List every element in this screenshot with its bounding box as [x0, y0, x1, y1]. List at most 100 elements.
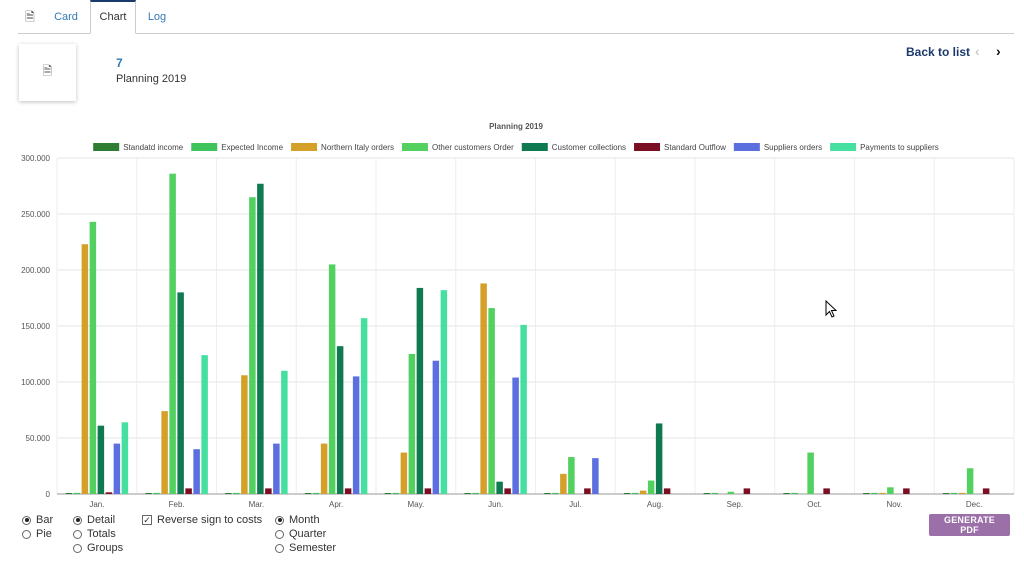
bar[interactable]: [185, 488, 192, 494]
bar[interactable]: [791, 492, 798, 494]
radio-button[interactable]: [73, 543, 82, 553]
bar[interactable]: [440, 290, 448, 494]
bar[interactable]: [273, 443, 280, 494]
bar[interactable]: [552, 492, 559, 494]
bar[interactable]: [281, 370, 288, 494]
legend-label[interactable]: Payments to suppliers: [860, 143, 939, 152]
tab-document[interactable]: 🗎: [18, 0, 42, 33]
bar[interactable]: [145, 493, 152, 494]
back-to-list-link[interactable]: Back to list: [906, 45, 971, 59]
bar[interactable]: [950, 492, 958, 494]
bar[interactable]: [400, 452, 408, 494]
bar[interactable]: [942, 493, 950, 494]
bar[interactable]: [568, 457, 575, 494]
tab-chart[interactable]: Chart: [90, 0, 136, 34]
bar[interactable]: [105, 492, 113, 494]
bar[interactable]: [544, 493, 551, 494]
chevron-right-icon[interactable]: ›: [996, 43, 1001, 59]
bar[interactable]: [480, 283, 487, 494]
bar[interactable]: [623, 493, 631, 494]
bar[interactable]: [392, 492, 400, 494]
bar[interactable]: [408, 354, 416, 494]
tab-card[interactable]: Card: [54, 11, 78, 23]
bar[interactable]: [432, 360, 440, 494]
legend-label[interactable]: Other customers Order: [432, 143, 514, 152]
period-quarter-option[interactable]: Quarter: [275, 528, 326, 540]
bar[interactable]: [743, 488, 751, 494]
bar[interactable]: [225, 493, 232, 494]
bar[interactable]: [592, 458, 599, 494]
bar[interactable]: [249, 197, 256, 494]
radio-button[interactable]: [73, 529, 82, 539]
bar[interactable]: [312, 492, 320, 494]
bar[interactable]: [663, 488, 671, 494]
bar[interactable]: [257, 183, 264, 494]
tab-log[interactable]: Log: [147, 11, 167, 23]
bar[interactable]: [783, 493, 790, 494]
bar[interactable]: [504, 488, 511, 494]
bar[interactable]: [73, 492, 81, 494]
chart-type-bar-option[interactable]: Bar: [22, 514, 53, 526]
bar[interactable]: [496, 481, 503, 494]
record-number[interactable]: 7: [116, 56, 123, 70]
bar[interactable]: [424, 488, 432, 494]
bar[interactable]: [233, 492, 240, 494]
legend-label[interactable]: Expected Income: [221, 143, 283, 152]
radio-button[interactable]: [73, 515, 82, 525]
bar[interactable]: [982, 488, 990, 494]
totals-option[interactable]: Totals: [73, 528, 116, 540]
bar[interactable]: [304, 493, 312, 494]
bar[interactable]: [631, 492, 639, 494]
bar[interactable]: [344, 488, 352, 494]
bar[interactable]: [512, 377, 519, 494]
bar[interactable]: [647, 480, 655, 494]
bar[interactable]: [958, 492, 966, 494]
bar[interactable]: [193, 449, 200, 494]
bar[interactable]: [879, 492, 886, 494]
generate-pdf-button[interactable]: GENERATE PDF: [929, 514, 1010, 536]
period-month-option[interactable]: Month: [275, 514, 320, 526]
bar[interactable]: [328, 264, 336, 494]
detail-option[interactable]: Detail: [73, 514, 115, 526]
radio-button[interactable]: [22, 529, 31, 539]
bar[interactable]: [177, 292, 184, 494]
radio-button[interactable]: [22, 515, 31, 525]
checkbox[interactable]: ✓: [142, 515, 152, 525]
bar[interactable]: [488, 308, 495, 494]
bar[interactable]: [265, 488, 272, 494]
bar[interactable]: [384, 493, 392, 494]
bar[interactable]: [153, 492, 160, 494]
bar[interactable]: [703, 493, 711, 494]
bar[interactable]: [966, 468, 974, 494]
radio-button[interactable]: [275, 529, 284, 539]
bar[interactable]: [903, 488, 910, 494]
bar[interactable]: [336, 346, 344, 494]
period-semester-option[interactable]: Semester: [275, 542, 336, 554]
chart-type-pie-option[interactable]: Pie: [22, 528, 52, 540]
bar[interactable]: [65, 493, 73, 494]
bar[interactable]: [360, 318, 368, 494]
bar[interactable]: [727, 491, 735, 494]
bar[interactable]: [416, 287, 424, 494]
bar[interactable]: [97, 425, 105, 494]
bar[interactable]: [711, 492, 719, 494]
bar[interactable]: [352, 376, 360, 494]
bar[interactable]: [241, 375, 248, 494]
bar[interactable]: [823, 488, 830, 494]
legend-label[interactable]: Suppliers orders: [764, 143, 822, 152]
bar[interactable]: [81, 244, 89, 494]
bar[interactable]: [560, 473, 567, 494]
bar[interactable]: [807, 452, 814, 494]
chevron-left-icon[interactable]: ‹: [975, 43, 980, 59]
legend-label[interactable]: Northern Italy orders: [321, 143, 394, 152]
reverse-sign-checkbox[interactable]: ✓ Reverse sign to costs: [142, 514, 263, 526]
bar[interactable]: [871, 492, 878, 494]
bar[interactable]: [863, 493, 870, 494]
radio-button[interactable]: [275, 543, 284, 553]
bar[interactable]: [472, 492, 479, 494]
groups-option[interactable]: Groups: [73, 542, 123, 554]
bar[interactable]: [584, 488, 591, 494]
legend-label[interactable]: Customer collections: [552, 143, 626, 152]
bar[interactable]: [169, 173, 176, 494]
bar[interactable]: [89, 221, 97, 494]
